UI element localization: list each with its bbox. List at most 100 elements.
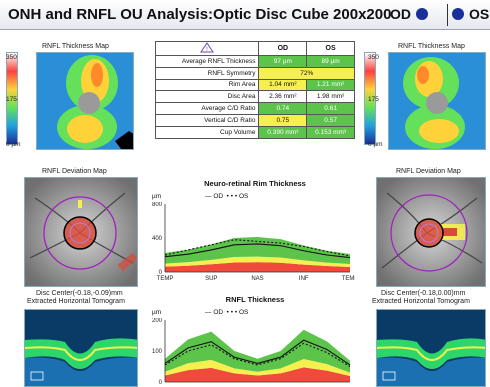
os-eye-selector[interactable]: OS [452, 6, 489, 22]
x-tick-label: SUP [205, 276, 217, 282]
row-label: Vertical C/D Ratio [154, 113, 260, 127]
table-row: Average C/D Ratio 0.74 0.61 [154, 102, 355, 115]
left-thickness-map-label: RNFL Thickness Map [42, 43, 109, 50]
right-rnfl-thickness-map[interactable] [388, 52, 486, 150]
y-tick-label: 100 [152, 349, 163, 355]
svg-text:!: ! [206, 47, 208, 53]
page-title: ONH and RNFL OU Analysis:Optic Disc Cube… [8, 6, 392, 23]
y-tick-label: 200 [152, 318, 163, 324]
row-label: Average C/D Ratio [154, 102, 260, 115]
right-disc-center: Disc Center(-0.18,0.00)mm [381, 290, 466, 297]
row-label: Rim Area [154, 78, 260, 92]
band-borderline [165, 256, 350, 267]
row-merged-value: 72% [258, 66, 355, 80]
right-horizontal-tomogram[interactable] [376, 309, 486, 387]
right-tomogram-label: Extracted Horizontal Tomogram [372, 298, 470, 305]
y-tick-label: 0 [159, 270, 163, 276]
row-os-value: 89 µm [306, 55, 355, 68]
rnfl-chart-legend: — OD • • • OS [205, 309, 248, 316]
table-row: RNFL Symmetry 72% [154, 66, 355, 80]
os-line-icon: • • • [224, 193, 238, 200]
legend-od: OD [213, 309, 224, 316]
od-label: OD [390, 6, 411, 22]
y-tick-label: 400 [152, 236, 163, 242]
left-rnfl-deviation-map[interactable] [24, 177, 138, 287]
left-scale-mid: 175 [6, 96, 17, 103]
band-abnormal [165, 367, 350, 382]
table-row: Disc Area 2.36 mm² 1.98 mm² [154, 90, 355, 104]
report-header: ONH and RNFL OU Analysis:Optic Disc Cube… [0, 0, 490, 30]
y-tick-label: 800 [152, 202, 163, 208]
row-od-value: 2.36 mm² [258, 90, 308, 104]
od-dot-icon [416, 8, 428, 20]
table-header-os: OS [306, 41, 355, 56]
legend-os: OS [238, 193, 249, 200]
rnfl-chart-unit: µm [152, 309, 162, 316]
right-scale-bottom: 0 µm [368, 141, 383, 148]
left-disc-center: Disc Center(-0.18,-0.09)mm [36, 290, 123, 297]
left-tomogram-label: Extracted Horizontal Tomogram [27, 298, 125, 305]
table-row: Rim Area 1.04 mm² 1.21 mm² [154, 78, 355, 92]
table-header-od: OD [258, 41, 308, 56]
band-abnormal [165, 262, 350, 272]
x-tick-label: NAS [251, 276, 263, 282]
band-borderline [165, 358, 350, 377]
row-od-value: 97 µm [258, 55, 308, 68]
od-eye-selector[interactable]: OD [390, 6, 428, 22]
rim-chart-title: Neuro-retinal Rim Thickness [204, 179, 306, 188]
table-row: Average RNFL Thickness 97 µm 89 µm [154, 55, 355, 68]
right-thickness-map-label: RNFL Thickness Map [398, 43, 465, 50]
row-os-value: 1.21 mm² [306, 78, 355, 92]
table-row: Vertical C/D Ratio 0.75 0.57 [154, 113, 355, 127]
normative-bands [165, 236, 350, 272]
row-label: Disc Area [154, 90, 260, 104]
row-os-value: 0.153 mm³ [306, 125, 355, 139]
left-rnfl-thickness-map[interactable] [36, 52, 134, 150]
row-os-value: 0.61 [306, 102, 355, 115]
series-line-os [164, 239, 351, 257]
row-label: Cup Volume [154, 125, 260, 139]
x-tick-label: TEMP [157, 276, 174, 282]
os-dot-icon [452, 8, 464, 20]
rim-chart-legend: — OD • • • OS [205, 193, 248, 200]
rim-chart-unit: µm [152, 193, 162, 200]
series-line-od [164, 339, 351, 366]
row-label: Average RNFL Thickness [154, 55, 260, 68]
row-os-value: 1.98 mm² [306, 90, 355, 104]
warning-icon: ! [200, 42, 215, 53]
right-rnfl-deviation-map[interactable] [376, 177, 486, 287]
x-tick-label: TEMP [342, 276, 355, 282]
rim-thickness-chart: 8004000TEMPSUPNASINFTEMP [152, 202, 355, 282]
os-line-icon: • • • [224, 309, 238, 316]
row-od-value: 0.390 mm³ [258, 125, 308, 139]
series-line-os [164, 342, 351, 367]
right-color-scale [364, 52, 376, 145]
os-label: OS [469, 6, 490, 22]
rnfl-thickness-chart: 200 100 0 [152, 318, 351, 386]
parameters-table: ! OD OS Average RNFL Thickness 97 µm 89 … [154, 41, 355, 139]
left-color-scale [6, 52, 18, 145]
right-scale-mid: 175 [368, 96, 379, 103]
table-row: Cup Volume 0.390 mm³ 0.153 mm³ [154, 125, 355, 139]
table-warning-cell: ! [154, 41, 260, 56]
od-line-icon: — [205, 309, 212, 316]
rnfl-chart-title: RNFL Thickness [225, 295, 285, 304]
row-od-value: 1.04 mm² [258, 78, 308, 92]
row-od-value: 0.74 [258, 102, 308, 115]
band-normal [165, 236, 350, 265]
row-od-value: 0.75 [258, 113, 308, 127]
left-scale-bottom: 0 µm [6, 141, 21, 148]
x-tick-label: INF [299, 276, 309, 282]
right-deviation-map-label: RNFL Deviation Map [396, 168, 461, 175]
y-tick-label: 0 [159, 380, 163, 386]
row-os-value: 0.57 [306, 113, 355, 127]
legend-od: OD [213, 193, 224, 200]
left-deviation-map-label: RNFL Deviation Map [42, 168, 107, 175]
legend-os: OS [238, 309, 249, 316]
row-label: RNFL Symmetry [154, 66, 260, 80]
left-horizontal-tomogram[interactable] [24, 309, 138, 387]
header-separator [447, 4, 448, 26]
normative-bands [165, 329, 350, 382]
right-scale-top: 350 [368, 54, 379, 61]
od-line-icon: — [205, 193, 212, 200]
